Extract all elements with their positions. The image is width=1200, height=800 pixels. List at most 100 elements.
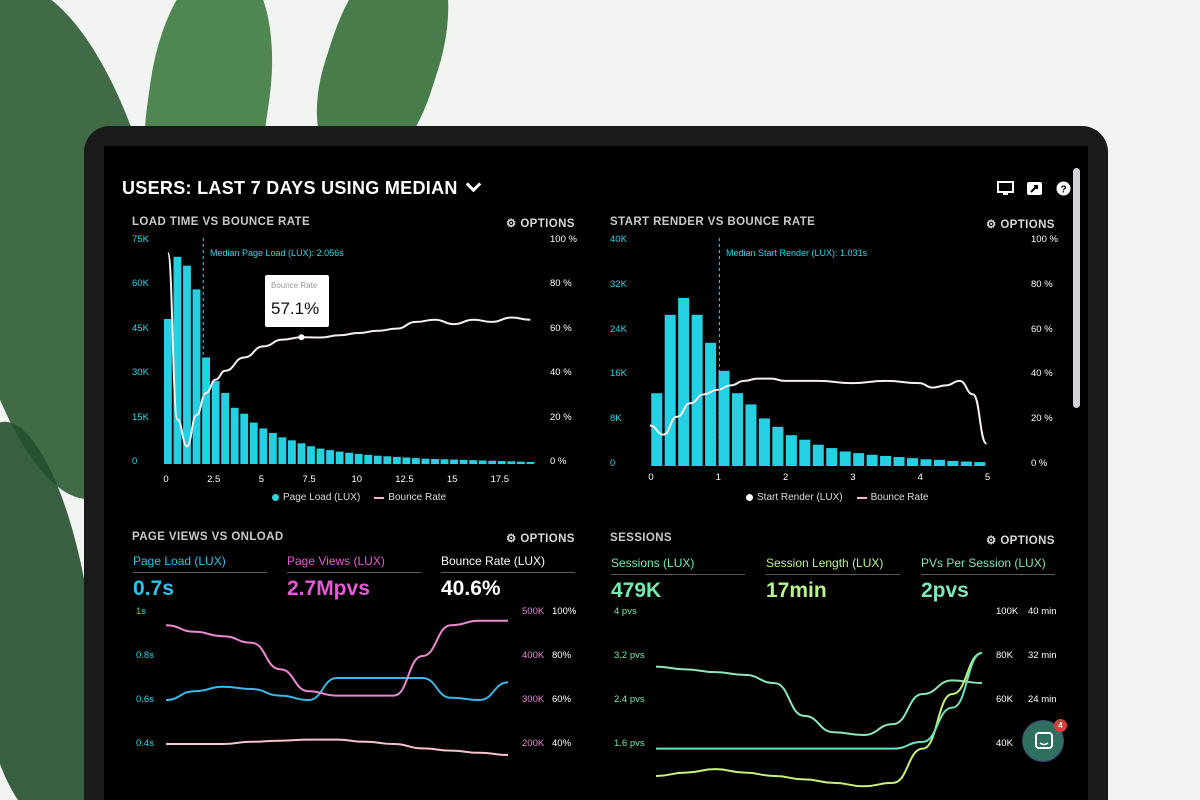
page-load-bar xyxy=(383,456,392,464)
kpi-label: Bounce Rate (LUX) xyxy=(441,554,546,568)
x-tick: 7.5 xyxy=(302,474,316,485)
y-tick-right: 40K xyxy=(996,738,1013,749)
y-tick-left: 24K xyxy=(610,323,627,335)
y-tick-right: 32 min xyxy=(1028,650,1057,661)
dashboard-title[interactable]: USERS: LAST 7 DAYS USING MEDIAN xyxy=(122,176,481,199)
y-tick-right: 100 % xyxy=(1031,234,1058,245)
page-load-bar xyxy=(316,448,325,464)
start-render-bar xyxy=(718,370,730,466)
y-tick-right: 0 % xyxy=(550,456,567,467)
kpi-label: Sessions (LUX) xyxy=(611,556,695,570)
chat-notification-badge: 4 xyxy=(1054,719,1067,732)
y-tick-right: 100% xyxy=(552,606,577,617)
page-load-bar xyxy=(440,459,449,464)
median-page-load-label: Median Page Load (LUX): 2.056s xyxy=(210,248,344,258)
y-tick-right: 80% xyxy=(552,650,572,661)
legend-page-load[interactable]: Page Load (LUX) xyxy=(283,492,361,503)
page-load-bar xyxy=(173,256,182,464)
y-tick-right: 80 % xyxy=(1031,278,1053,290)
page-load-bar xyxy=(192,289,201,464)
y-tick-left: 45K xyxy=(132,322,149,334)
y-tick-left: 30K xyxy=(132,367,149,379)
page-load-bar xyxy=(211,381,220,464)
start-render-bar xyxy=(745,404,757,466)
page-load-bar xyxy=(307,446,315,464)
legend-bounce-rate[interactable]: Bounce Rate xyxy=(388,492,447,503)
pvs-per-session-line xyxy=(656,652,983,750)
start-render-bar xyxy=(920,459,932,466)
chat-icon xyxy=(1035,732,1053,749)
start-render-bar xyxy=(731,393,744,466)
share-icon[interactable] xyxy=(1026,181,1043,196)
panel-title-page-views: PAGE VIEWS VS ONLOAD xyxy=(132,531,284,543)
page-load-bar xyxy=(240,413,249,464)
options-button-start-render[interactable]: ⚙ OPTIONS xyxy=(986,219,1055,231)
help-icon[interactable]: ? xyxy=(1055,181,1072,196)
page-load-bar xyxy=(392,456,401,464)
y-tick-right: 0 % xyxy=(1031,458,1048,469)
panel-title-start-render: START RENDER VS BOUNCE RATE xyxy=(610,216,816,228)
monitor-icon[interactable] xyxy=(997,181,1014,196)
x-tick: 15 xyxy=(446,474,458,485)
y-tick-left: 40K xyxy=(610,234,627,245)
y-tick-left: 60K xyxy=(132,278,149,290)
page-load-bar xyxy=(249,422,258,464)
page-load-bar xyxy=(268,432,277,464)
start-render-bar xyxy=(772,426,784,466)
y-tick-right: 80 % xyxy=(550,278,572,290)
page-load-bar xyxy=(507,461,516,464)
bounce-rate-line xyxy=(166,252,531,448)
start-render-bar xyxy=(906,458,919,466)
y-tick-left: 2.4 pvs xyxy=(614,694,645,705)
bounce-rate-tooltip: Bounce Rate 57.1% xyxy=(265,275,329,327)
kpi-label: Page Load (LUX) xyxy=(133,554,226,568)
kpi-value: 2pvs xyxy=(921,579,969,602)
legend-bounce-rate[interactable]: Bounce Rate xyxy=(870,492,929,503)
options-button-page-views[interactable]: ⚙ OPTIONS xyxy=(506,533,575,545)
y-tick-left: 8K xyxy=(610,413,622,425)
y-tick-left: 4 pvs xyxy=(614,606,637,617)
start-render-bar xyxy=(691,314,703,466)
start-render-legend: Start Render (LUX) Bounce Rate xyxy=(746,492,928,503)
dashboard-screen: USERS: LAST 7 DAYS USING MEDIAN ? LOAD T… xyxy=(104,146,1088,800)
start-render-bar xyxy=(960,461,972,466)
x-tick: 0 xyxy=(648,472,654,483)
tooltip-point xyxy=(298,334,305,341)
y-tick-left: 32K xyxy=(610,278,627,290)
y-tick-right: 200K xyxy=(522,738,545,749)
x-tick: 10 xyxy=(351,474,363,485)
tooltip-value: 57.1% xyxy=(271,299,320,318)
svg-text:?: ? xyxy=(1060,185,1066,196)
kpi-divider xyxy=(441,572,575,573)
y-tick-left: 3.2 pvs xyxy=(614,650,645,661)
kpi-divider xyxy=(133,572,267,573)
kpi-divider xyxy=(611,574,745,575)
page-load-line xyxy=(165,677,509,702)
x-tick: 1 xyxy=(715,472,721,483)
kpi-label: PVs Per Session (LUX) xyxy=(921,556,1046,570)
options-button-sessions[interactable]: ⚙ OPTIONS xyxy=(986,535,1055,547)
page-load-bar xyxy=(297,443,306,464)
y-tick-left: 0 xyxy=(610,458,616,469)
scrollbar[interactable] xyxy=(1073,168,1080,408)
page-load-bar xyxy=(373,455,382,464)
start-render-bar xyxy=(853,453,865,466)
y-tick-right: 500K xyxy=(522,606,545,617)
page-views-line xyxy=(165,619,508,697)
y-tick-right: 40% xyxy=(552,738,572,749)
y-tick-left: 75K xyxy=(132,234,149,245)
tooltip-label: Bounce Rate xyxy=(271,281,318,290)
options-button-load-time[interactable]: ⚙ OPTIONS xyxy=(506,218,575,230)
start-render-bar xyxy=(866,454,878,466)
kpi-value: 2.7Mpvs xyxy=(287,577,370,600)
x-tick: 3 xyxy=(850,472,856,483)
y-tick-right: 400K xyxy=(522,650,545,661)
x-tick: 4 xyxy=(917,472,923,483)
load-time-chart[interactable] xyxy=(104,146,1088,800)
start-render-bar xyxy=(785,435,797,466)
x-tick: 5 xyxy=(258,474,265,485)
page-load-bar xyxy=(412,458,420,464)
session-length-line xyxy=(655,652,983,788)
legend-start-render[interactable]: Start Render (LUX) xyxy=(757,492,843,503)
header-icons: ? xyxy=(997,181,1072,196)
